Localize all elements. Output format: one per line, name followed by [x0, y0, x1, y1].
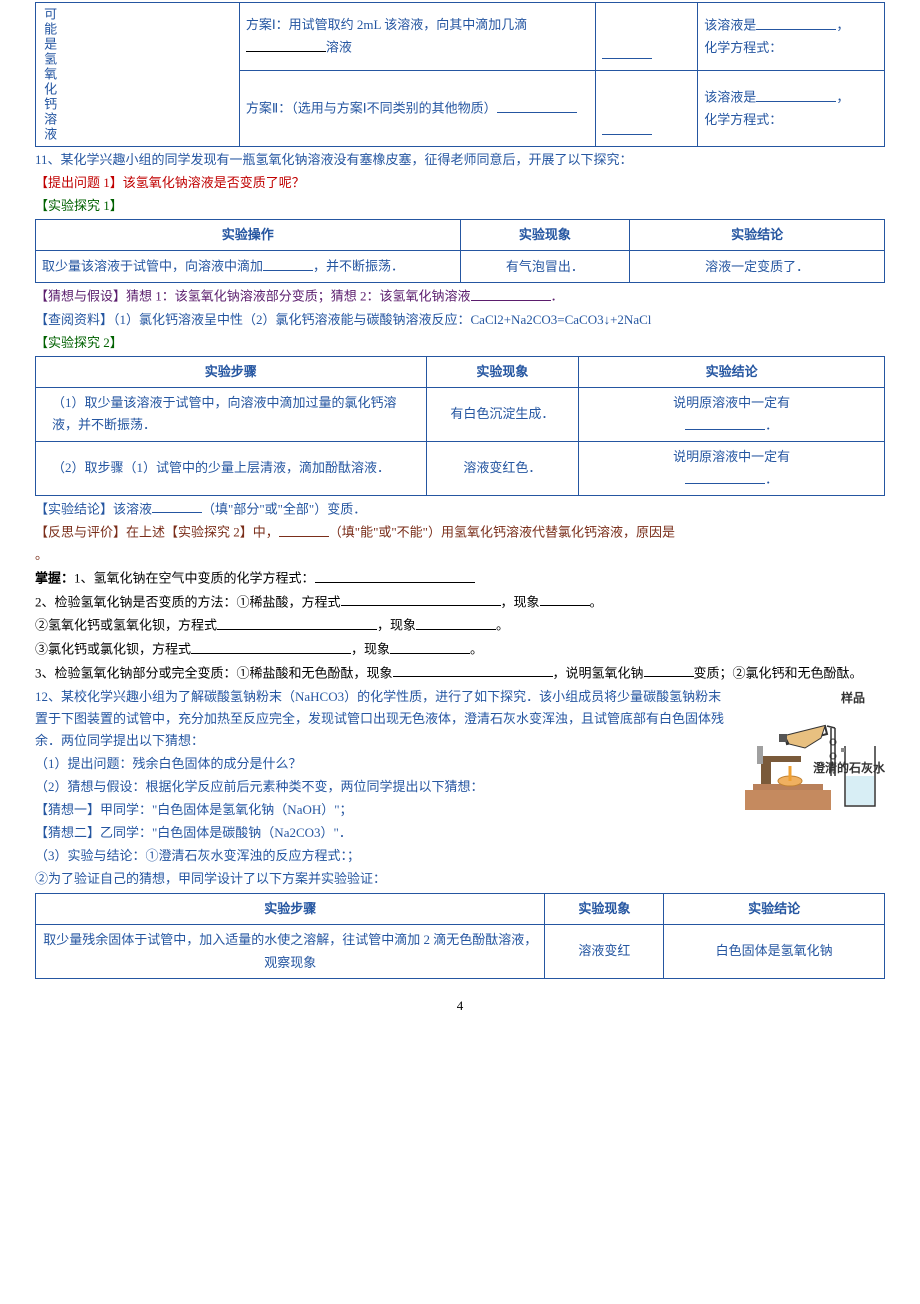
t1-r1c3: 溶液一定变质了．	[630, 251, 885, 283]
t2-r1c2: 有白色沉淀生成．	[426, 388, 579, 442]
t2-r2c1: （2）取步骤（1）试管中的少量上层清液，滴加酚酞溶液．	[36, 441, 427, 495]
q11-m2: 2、检验氢氧化钠是否变质的方法：①稀盐酸，方程式，现象。	[35, 591, 885, 614]
q11-m4: ③氯化钙或氯化钡，方程式，现象。	[35, 638, 885, 661]
q11-ask1: 【提出问题 1】该氢氧化钠溶液是否变质了呢？	[35, 172, 885, 194]
q11-table2: 实验步骤 实验现象 实验结论 （1）取少量该溶液于试管中，向溶液中滴加过量的氯化…	[35, 356, 885, 496]
plan2-cell: 方案Ⅱ：（选用与方案Ⅰ不同类别的其他物质）	[239, 71, 596, 147]
row-label: 可能是氢氧化钙溶液	[36, 3, 240, 147]
top-methods-table: 可能是氢氧化钙溶液 方案Ⅰ：用试管取约 2mL 该溶液，向其中滴加几滴溶液 该溶…	[35, 2, 885, 147]
q11-conclusion: 【实验结论】该溶液（填"部分"或"全部"）变质．	[35, 498, 885, 521]
q12-p3: （3）实验与结论：①澄清石灰水变浑浊的反应方程式：；	[35, 845, 885, 867]
diagram-sample-label: 样品	[841, 688, 865, 708]
t2-h1: 实验步骤	[36, 356, 427, 387]
t1-r1c2: 有气泡冒出．	[460, 251, 630, 283]
q12-p4: ②为了验证自己的猜想，甲同学设计了以下方案并实验验证：	[35, 868, 885, 890]
phenomenon1-cell	[596, 3, 698, 71]
q12-g2: 【猜想二】乙同学："白色固体是碳酸钠（Na2CO3）"．	[35, 822, 885, 844]
t2-h3: 实验结论	[579, 356, 885, 387]
t1-h1: 实验操作	[36, 220, 461, 251]
phenomenon2-cell	[596, 71, 698, 147]
t1-r1c1: 取少量该溶液于试管中，向溶液中滴加，并不断振荡．	[36, 251, 461, 283]
q11-m5: 3、检验氢氧化钠部分或完全变质：①稀盐酸和无色酚酞，现象，说明氢氧化钠变质；②氯…	[35, 662, 885, 685]
q11-table1: 实验操作 实验现象 实验结论 取少量该溶液于试管中，向溶液中滴加，并不断振荡． …	[35, 219, 885, 283]
apparatus-diagram: 样品 澄清的石灰水	[735, 686, 885, 816]
q11-master: 掌握：1、氢氧化钠在空气中变质的化学方程式：	[35, 567, 885, 590]
q12t-r1c3: 白色固体是氢氧化钠	[664, 925, 885, 978]
t2-r1c1: （1）取少量该溶液于试管中，向溶液中滴加过量的氯化钙溶液，并不断振荡．	[36, 388, 427, 442]
page-number: 4	[35, 995, 885, 1017]
diagram-lime-label: 澄清的石灰水	[813, 761, 885, 775]
q11-ref: 【查阅资料】（1）氯化钙溶液呈中性（2）氯化钙溶液能与碳酸钠溶液反应：CaCl2…	[35, 309, 885, 331]
plan1-cell: 方案Ⅰ：用试管取约 2mL 该溶液，向其中滴加几滴溶液	[239, 3, 596, 71]
q11-hypo: 【猜想与假设】猜想 1：该氢氧化钠溶液部分变质；猜想 2：该氢氧化钠溶液．	[35, 285, 885, 308]
q11-intro: 11、某化学兴趣小组的同学发现有一瓶氢氧化钠溶液没有塞橡皮塞，征得老师同意后，开…	[35, 149, 885, 171]
q11-reflect: 【反思与评价】在上述【实验探究 2】中，（填"能"或"不能"）用氢氧化钙溶液代替…	[35, 521, 885, 566]
t2-h2: 实验现象	[426, 356, 579, 387]
q12-table: 实验步骤 实验现象 实验结论 取少量残余固体于试管中，加入适量的水使之溶解，往试…	[35, 893, 885, 978]
t2-r2c2: 溶液变红色．	[426, 441, 579, 495]
q11-exp2-title: 【实验探究 2】	[35, 332, 885, 354]
q12t-r1c2: 溶液变红	[545, 925, 664, 978]
t1-h2: 实验现象	[460, 220, 630, 251]
t2-r1c3: 说明原溶液中一定有．	[579, 388, 885, 442]
q12t-h3: 实验结论	[664, 894, 885, 925]
q12t-h2: 实验现象	[545, 894, 664, 925]
q11-exp1-title: 【实验探究 1】	[35, 195, 885, 217]
q12t-h1: 实验步骤	[36, 894, 545, 925]
q12t-r1c1: 取少量残余固体于试管中，加入适量的水使之溶解，往试管中滴加 2 滴无色酚酞溶液，…	[36, 925, 545, 978]
conclusion2-cell: 该溶液是， 化学方程式：	[698, 71, 885, 147]
conclusion1-cell: 该溶液是， 化学方程式：	[698, 3, 885, 71]
t1-h3: 实验结论	[630, 220, 885, 251]
q11-m3: ②氢氧化钙或氢氧化钡，方程式，现象。	[35, 614, 885, 637]
t2-r2c3: 说明原溶液中一定有．	[579, 441, 885, 495]
